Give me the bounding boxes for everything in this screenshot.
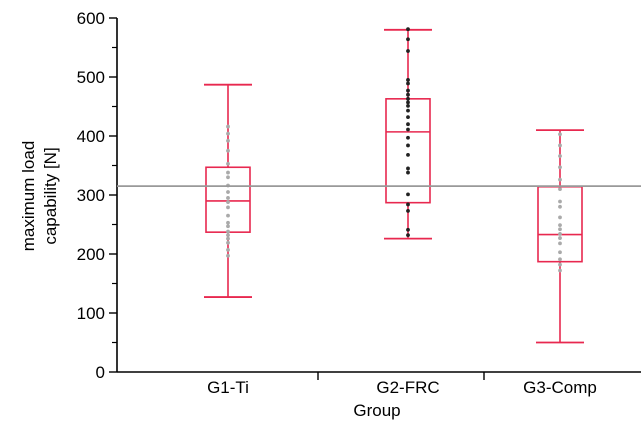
data-point <box>226 236 230 241</box>
data-point <box>226 213 230 218</box>
data-point <box>406 100 410 105</box>
data-point <box>226 200 230 204</box>
data-point <box>558 204 562 209</box>
data-point <box>558 177 562 182</box>
y-tick-label: 100 <box>77 304 105 323</box>
y-axis-title: maximum load capability [N] <box>19 141 60 252</box>
data-point <box>226 170 230 175</box>
data-point <box>406 49 410 53</box>
data-point <box>226 138 230 143</box>
data-point <box>226 175 230 180</box>
plot-area: 0 100 200 300 400 500 600 G1-Ti G2-FRC G3-Comp <box>77 9 641 397</box>
data-point <box>226 229 230 234</box>
y-tick-label: 500 <box>77 68 105 87</box>
data-point <box>406 209 410 213</box>
data-point <box>406 202 410 207</box>
data-point <box>558 250 562 255</box>
iqr-box <box>385 98 431 204</box>
data-point <box>558 236 562 240</box>
data-point <box>558 227 562 232</box>
data-point <box>226 247 230 252</box>
data-point <box>406 104 410 108</box>
data-point <box>406 192 410 197</box>
y-tick-label: 200 <box>77 245 105 264</box>
data-point <box>226 205 230 210</box>
data-point <box>406 88 410 93</box>
data-point <box>226 220 230 225</box>
data-point <box>406 143 410 148</box>
data-point <box>406 170 410 175</box>
data-point <box>406 115 410 120</box>
data-point <box>558 215 562 220</box>
y-tick-label: 600 <box>77 9 105 28</box>
data-point <box>406 127 410 132</box>
x-tick-label: G3-Comp <box>523 378 597 397</box>
data-point <box>406 233 410 238</box>
data-point <box>226 233 230 238</box>
data-point <box>558 132 562 137</box>
data-point <box>226 196 230 200</box>
data-point <box>406 27 410 32</box>
data-point <box>558 223 562 227</box>
data-point <box>558 187 562 192</box>
data-point <box>226 161 230 166</box>
data-point <box>406 37 410 42</box>
data-point <box>406 78 410 82</box>
data-point <box>226 124 230 129</box>
x-tick-label: G2-FRC <box>376 378 439 397</box>
data-point <box>558 165 562 170</box>
data-point <box>406 92 410 97</box>
data-point <box>406 166 410 171</box>
x-tick-label: G1-Ti <box>207 378 249 397</box>
data-point <box>558 143 562 148</box>
data-point <box>558 268 562 273</box>
data-point <box>406 81 410 86</box>
data-point <box>558 232 562 236</box>
data-point <box>226 190 230 194</box>
data-point <box>226 131 230 136</box>
data-point <box>558 262 562 267</box>
data-point <box>406 135 410 140</box>
data-point <box>226 224 230 229</box>
data-point <box>558 199 562 204</box>
data-point <box>406 152 410 157</box>
data-point <box>226 240 230 245</box>
data-point <box>226 148 230 153</box>
data-point <box>558 257 562 262</box>
data-point <box>406 96 410 101</box>
data-point <box>406 108 410 113</box>
x-axis-title: Group <box>353 401 400 420</box>
data-point <box>558 154 562 158</box>
data-point <box>226 253 230 258</box>
data-point <box>406 122 410 127</box>
y-axis-title-line-1: maximum load <box>19 141 38 252</box>
y-tick-label: 300 <box>77 186 105 205</box>
data-point <box>558 241 562 246</box>
y-axis-title-line-2: capability [N] <box>41 147 60 244</box>
y-tick-label: 400 <box>77 127 105 146</box>
y-tick-label: 0 <box>96 363 105 382</box>
data-point <box>406 227 410 232</box>
